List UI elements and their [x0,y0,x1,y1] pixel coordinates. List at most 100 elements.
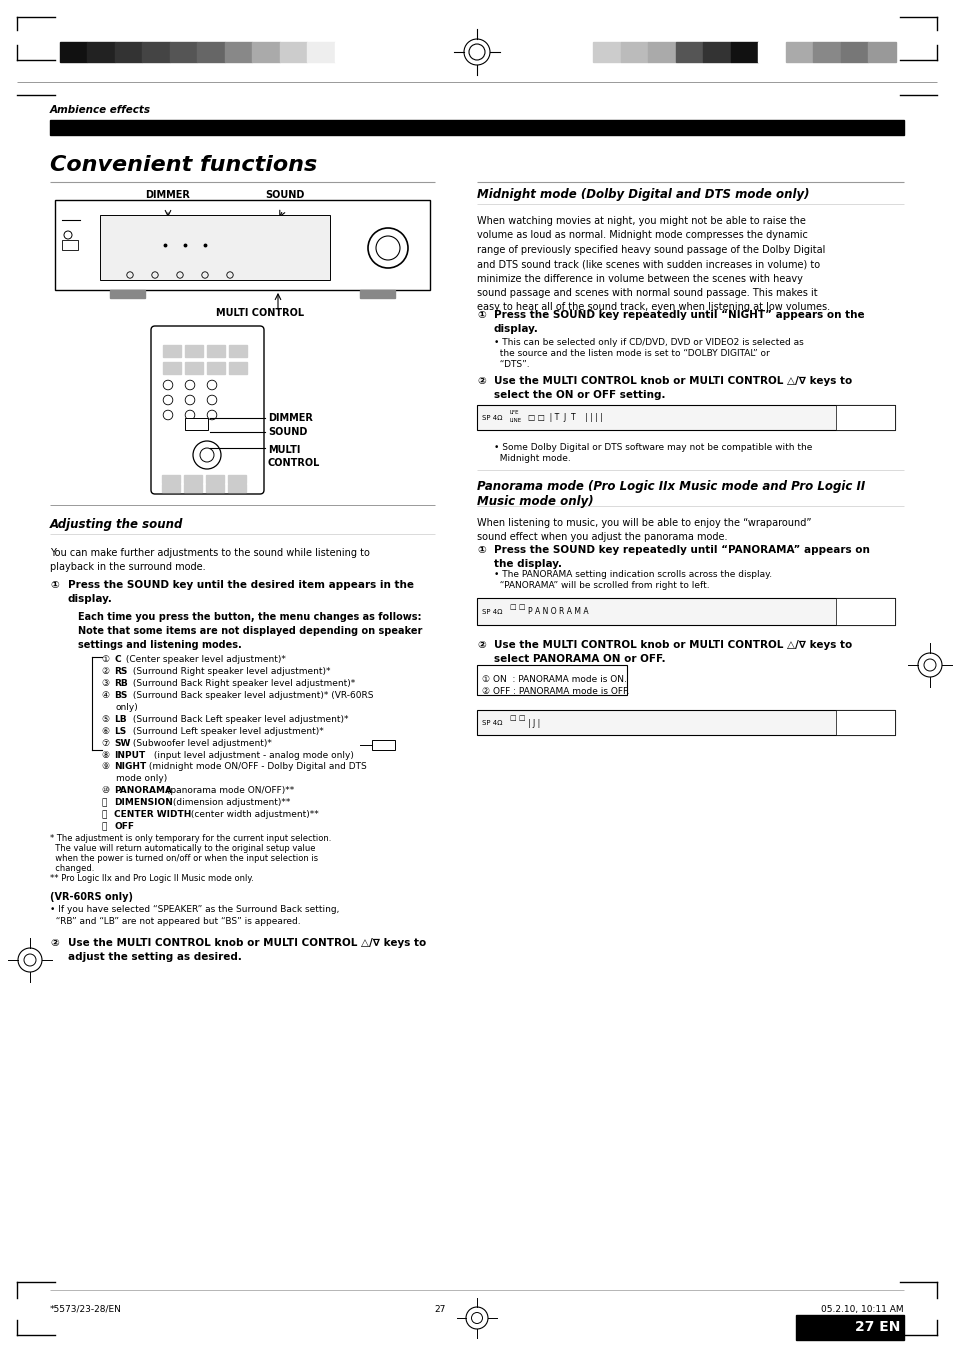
Text: LINE: LINE [510,419,521,423]
Text: Press the SOUND key repeatedly until “NIGHT” appears on the
display.: Press the SOUND key repeatedly until “NI… [494,309,863,334]
Text: ①: ① [102,655,112,663]
FancyBboxPatch shape [151,326,264,494]
Bar [62,240,78,250]
Bar [60,42,88,62]
Text: Convenient functions: Convenient functions [50,155,317,176]
Bar [185,345,203,357]
Text: ⑦: ⑦ [102,739,112,748]
Text: ①: ① [476,544,485,555]
Bar [785,42,813,62]
Bar [185,417,208,430]
Text: “RB” and “LB” are not appeared but “BS” is appeared.: “RB” and “LB” are not appeared but “BS” … [50,917,300,925]
Text: ⑪: ⑪ [102,798,111,807]
Text: RS: RS [113,667,128,676]
Text: SOUND: SOUND [265,190,304,200]
Text: DIGITAL: DIGITAL [837,417,859,423]
Text: CENTER WIDTH: CENTER WIDTH [113,811,192,819]
Text: Midnight mode.: Midnight mode. [494,454,570,463]
Text: Pro Logic: Pro Logic [837,619,859,624]
Text: DIGITAL: DIGITAL [837,723,859,727]
Text: 18: 18 [378,742,387,748]
Text: the source and the listen mode is set to “DOLBY DIGITAL” or: the source and the listen mode is set to… [494,349,769,358]
Bar [229,362,247,374]
Bar [207,345,225,357]
Bar [229,345,247,357]
Text: DOLBY: DOLBY [837,411,855,416]
Text: BS: BS [113,690,128,700]
Bar [840,42,867,62]
Bar [835,711,894,735]
Text: Press the SOUND key until the desired item appears in the
display.: Press the SOUND key until the desired it… [68,580,414,604]
Bar [252,42,279,62]
Bar [359,290,395,299]
Text: Use the MULTI CONTROL knob or MULTI CONTROL △/∇ keys to
select the ON or OFF set: Use the MULTI CONTROL knob or MULTI CONT… [494,376,851,400]
Text: When watching movies at night, you might not be able to raise the
volume as loud: When watching movies at night, you might… [476,216,829,312]
Text: (Subwoofer level adjustment)*: (Subwoofer level adjustment)* [130,739,272,748]
Text: DIGITAL: DIGITAL [837,612,859,616]
Text: Each time you press the button, the menu changes as follows:
Note that some item: Each time you press the button, the menu… [78,612,422,650]
Text: DIMENSION: DIMENSION [113,798,172,807]
Bar [795,1315,903,1340]
Text: • Some Dolby Digital or DTS software may not be compatible with the: • Some Dolby Digital or DTS software may… [494,443,812,453]
Text: □ □  | T  J  T    | | | |: □ □ | T J T | | | | [527,412,602,422]
Text: DOLBY: DOLBY [837,604,855,609]
Text: Panorama mode (Pro Logic IIx Music mode and Pro Logic II: Panorama mode (Pro Logic IIx Music mode … [476,480,864,493]
Bar [647,42,675,62]
Text: Pro Logic: Pro Logic [837,730,859,735]
Text: only): only) [116,703,138,712]
Text: “PANORAMA” will be scrolled from right to left.: “PANORAMA” will be scrolled from right t… [494,581,709,590]
Text: ①: ① [50,580,59,590]
Bar [476,665,626,694]
Bar [162,476,180,484]
Text: DIMMER: DIMMER [268,413,313,423]
Text: SURROUND: SURROUND [837,424,865,430]
Text: ** Pro Logic IIx and Pro Logic II Music mode only.: ** Pro Logic IIx and Pro Logic II Music … [50,874,253,884]
Text: CONTROL: CONTROL [268,458,320,467]
Bar [593,42,619,62]
Text: “DTS”.: “DTS”. [494,359,529,369]
Bar [835,598,894,626]
Bar [184,476,202,484]
Text: Adjusting the sound: Adjusting the sound [50,517,183,531]
Text: MULTI: MULTI [268,444,300,455]
Text: (Surround Back speaker level adjustment)* (VR-60RS: (Surround Back speaker level adjustment)… [130,690,374,700]
Bar [185,362,203,374]
Text: ⑫: ⑫ [102,811,111,819]
Text: DIMMER: DIMMER [146,190,191,200]
Bar [142,42,170,62]
Bar [225,42,252,62]
Bar [114,42,142,62]
Text: (Surround Back Left speaker level adjustment)*: (Surround Back Left speaker level adjust… [130,715,348,724]
Text: (dimension adjustment)**: (dimension adjustment)** [170,798,290,807]
Text: • The PANORAMA setting indication scrolls across the display.: • The PANORAMA setting indication scroll… [494,570,771,580]
Text: (Surround Left speaker level adjustment)*: (Surround Left speaker level adjustment)… [130,727,323,736]
Text: RB: RB [113,680,128,688]
Text: (Surround Back Right speaker level adjustment)*: (Surround Back Right speaker level adjus… [130,680,355,688]
Text: NIGHT: NIGHT [113,762,146,771]
Text: ②: ② [476,376,485,386]
Text: LFE: LFE [510,411,519,416]
Bar [335,42,361,62]
Text: (Center speaker level adjustment)*: (Center speaker level adjustment)* [123,655,286,663]
Text: Use the MULTI CONTROL knob or MULTI CONTROL △/∇ keys to
adjust the setting as de: Use the MULTI CONTROL knob or MULTI CONT… [68,938,426,962]
Text: ① ON  : PANORAMA mode is ON.: ① ON : PANORAMA mode is ON. [481,676,626,684]
Text: ⑤: ⑤ [102,715,112,724]
Text: When listening to music, you will be able to enjoy the “wraparound”
sound effect: When listening to music, you will be abl… [476,517,811,542]
Text: mode only): mode only) [116,774,167,784]
Bar [110,290,145,299]
Text: PANORAMA: PANORAMA [113,786,172,794]
Text: SP 4Ω: SP 4Ω [481,415,502,422]
Text: LB: LB [113,715,127,724]
Text: * The adjustment is only temporary for the current input selection.: * The adjustment is only temporary for t… [50,834,331,843]
Text: • If you have selected “SPEAKER” as the Surround Back setting,: • If you have selected “SPEAKER” as the … [50,905,339,915]
Bar [307,42,335,62]
Bar [867,42,895,62]
Text: 27 EN: 27 EN [854,1320,899,1333]
Text: ②: ② [50,938,59,948]
Bar [163,345,181,357]
Text: SOUND: SOUND [268,427,307,436]
Text: *5573/23-28/EN: *5573/23-28/EN [50,1305,122,1315]
Text: DOLBY: DOLBY [837,716,855,720]
Text: Use the MULTI CONTROL knob or MULTI CONTROL △/∇ keys to
select PANORAMA ON or OF: Use the MULTI CONTROL knob or MULTI CONT… [494,640,851,663]
Bar [163,362,181,374]
